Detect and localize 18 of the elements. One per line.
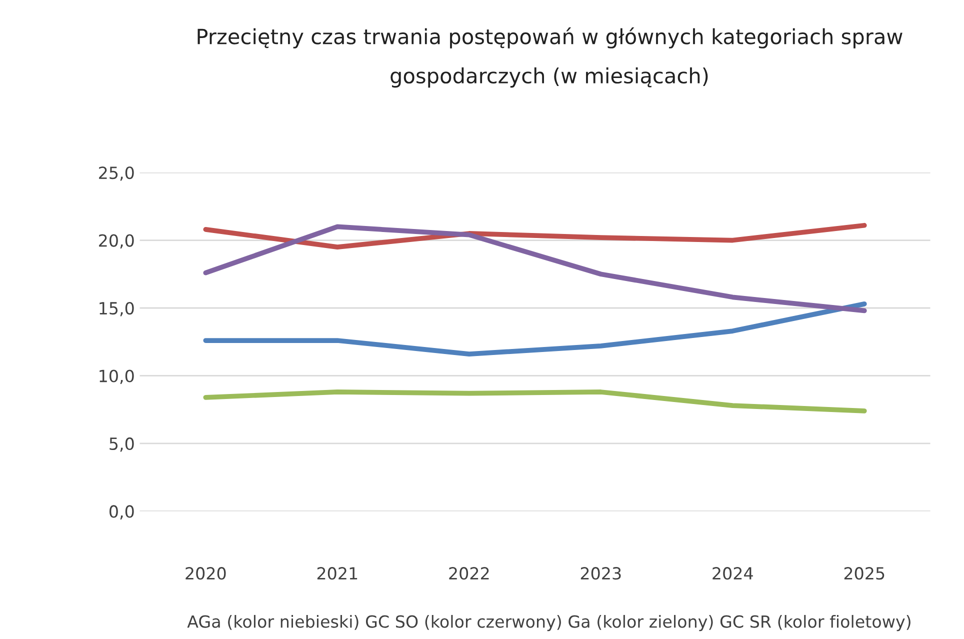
line-series bbox=[203, 222, 867, 250]
x-tick-label: 2022 bbox=[449, 567, 489, 580]
line-series bbox=[203, 390, 867, 414]
y-tick-label: 10,0 bbox=[100, 370, 134, 384]
line-series bbox=[203, 302, 867, 356]
x-tick-label: 2025 bbox=[844, 567, 884, 580]
y-tick-label: 15,0 bbox=[100, 302, 134, 316]
text: AGa (kolor niebieski) GC SO (kolor czerwony) Ga (kolor zielony) GC SR (kolor fioletowy) bbox=[187, 614, 910, 632]
y-tick-label: 0,0 bbox=[110, 505, 134, 520]
x-tick-label: 2020 bbox=[186, 567, 226, 580]
y-tick-label: 25,0 bbox=[99, 166, 134, 181]
line-series bbox=[203, 224, 867, 314]
y-tick-label: 20,0 bbox=[99, 234, 134, 249]
x-tick-label: 2023 bbox=[580, 567, 621, 580]
chart-title: Przeciętny czas trwania postępowań w głównych kategoriach spraw gospodarczych (w miesiącach) bbox=[198, 27, 902, 88]
x-tick-label: 2021 bbox=[317, 567, 358, 580]
x-tick-label: 2024 bbox=[712, 567, 753, 580]
y-tick-label: 5,0 bbox=[110, 437, 134, 452]
